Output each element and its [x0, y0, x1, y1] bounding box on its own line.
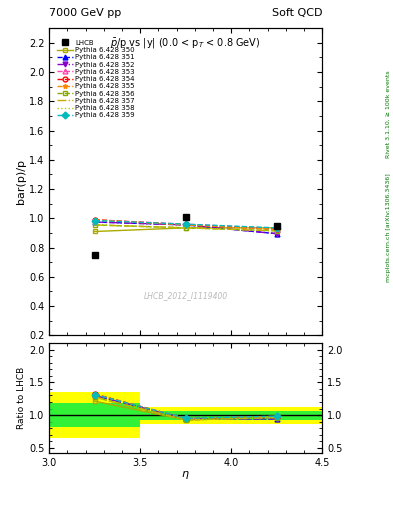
Text: 7000 GeV pp: 7000 GeV pp — [49, 8, 121, 18]
Text: mcplots.cern.ch [arXiv:1306.3436]: mcplots.cern.ch [arXiv:1306.3436] — [386, 174, 391, 282]
Legend: LHCB, Pythia 6.428 350, Pythia 6.428 351, Pythia 6.428 352, Pythia 6.428 353, Py: LHCB, Pythia 6.428 350, Pythia 6.428 351… — [55, 38, 137, 120]
Text: $\bar{p}$/p vs |y| (0.0 < p$_{T}$ < 0.8 GeV): $\bar{p}$/p vs |y| (0.0 < p$_{T}$ < 0.8 … — [110, 37, 261, 51]
Text: Soft QCD: Soft QCD — [272, 8, 322, 18]
Text: Rivet 3.1.10, ≥ 100k events: Rivet 3.1.10, ≥ 100k events — [386, 70, 391, 158]
Y-axis label: Ratio to LHCB: Ratio to LHCB — [17, 367, 26, 429]
Y-axis label: bar(p)/p: bar(p)/p — [16, 159, 26, 204]
Text: LHCB_2012_I1119400: LHCB_2012_I1119400 — [143, 291, 228, 300]
X-axis label: $\eta$: $\eta$ — [181, 470, 190, 481]
